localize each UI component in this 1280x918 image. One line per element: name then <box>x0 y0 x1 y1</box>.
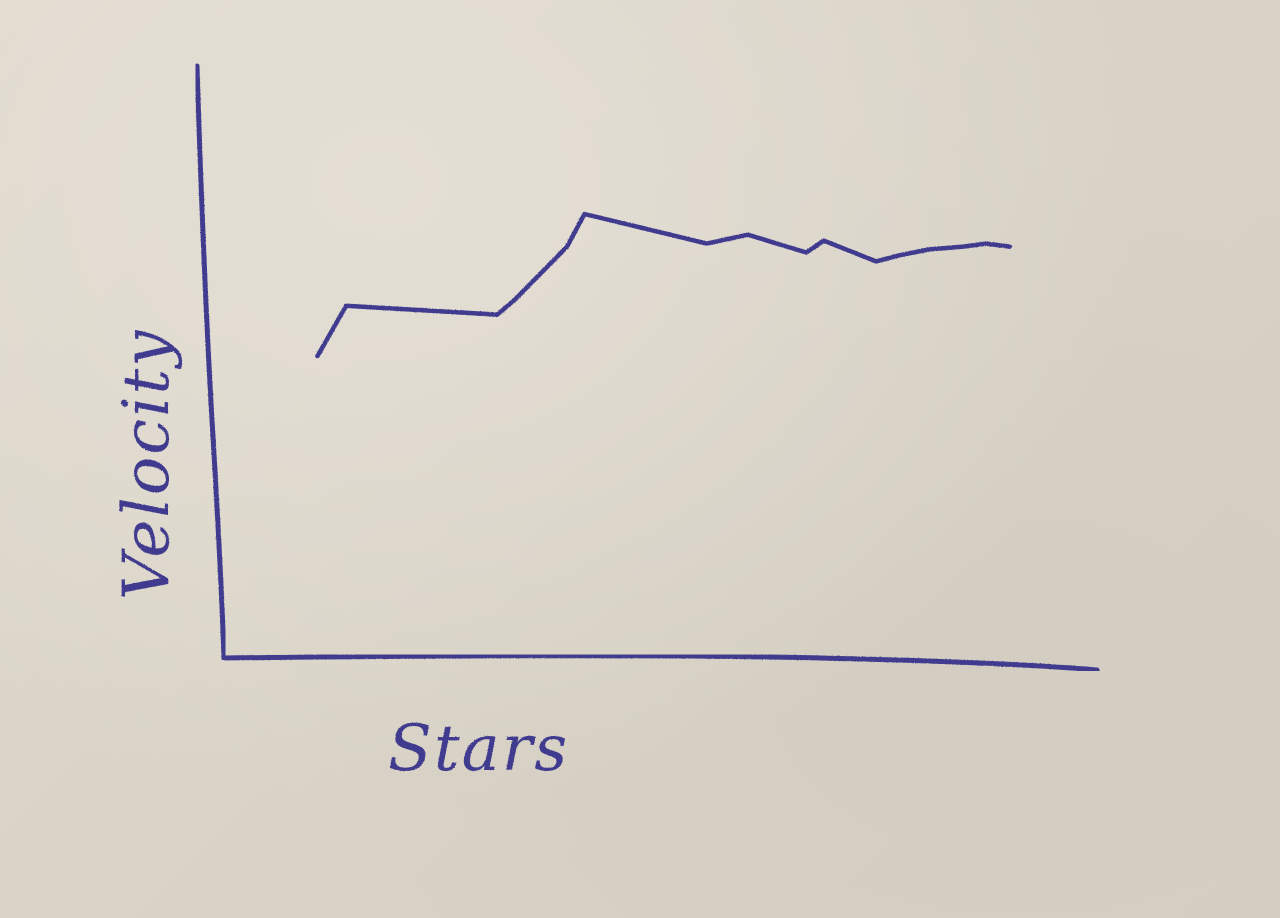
y-axis-title: Velocity <box>110 329 184 600</box>
y-axis-line <box>194 63 227 661</box>
x-axis-title: Stars <box>388 712 569 786</box>
x-axis-line <box>221 653 1100 673</box>
velocity-series-line <box>315 211 1012 359</box>
